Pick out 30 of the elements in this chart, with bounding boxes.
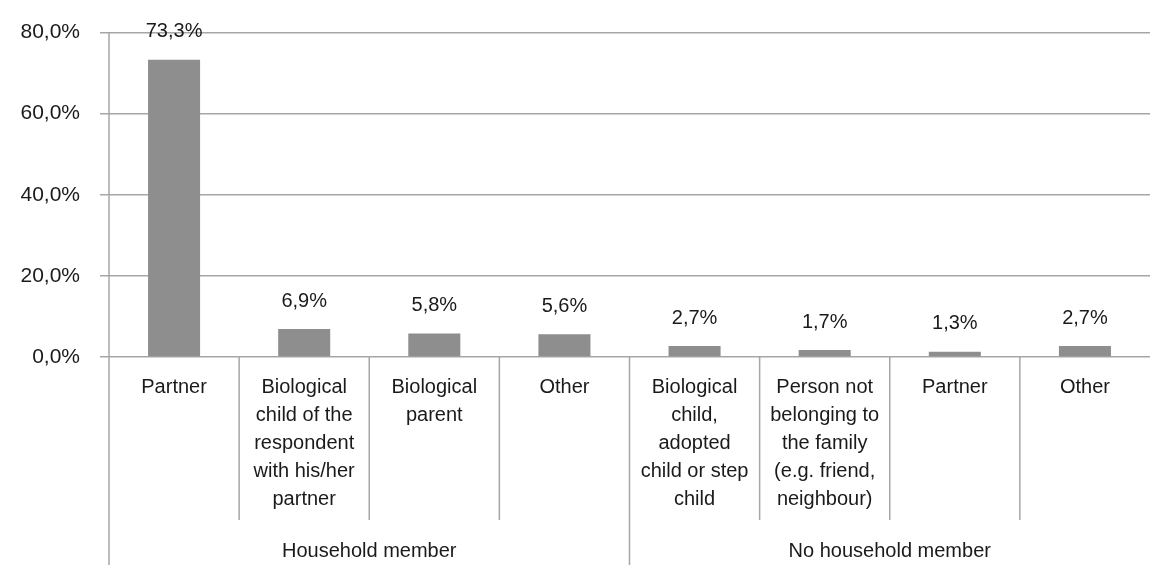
x-tick-label: Biological parent: [391, 374, 478, 425]
y-tick-label: 0,0%: [32, 343, 80, 367]
x-tick-label: Other: [539, 374, 590, 397]
bar: [278, 329, 331, 357]
y-tick-label: 40,0%: [20, 181, 80, 205]
x-tick-label: Other: [1059, 374, 1111, 397]
text: No household member: [788, 538, 992, 561]
data-label: 5,6%: [541, 293, 588, 316]
bar: [408, 333, 461, 357]
data-label: 5,8%: [411, 293, 458, 315]
bar: [148, 59, 201, 357]
x-tick-label: Partner: [141, 374, 208, 397]
bar: [1058, 346, 1111, 357]
x-tick-label: Biological child of the respondent with his/her partner: [252, 374, 356, 509]
bar: [538, 334, 591, 357]
data-label: 73,3%: [145, 19, 203, 42]
bar: [798, 350, 851, 357]
text: Household member: [281, 538, 457, 561]
data-label: 1,3%: [932, 311, 978, 334]
y-tick-label: 20,0%: [20, 262, 80, 286]
x-tick-label: Partner: [922, 374, 988, 397]
data-label: 1,7%: [801, 309, 848, 332]
data-label: 2,7%: [671, 305, 718, 328]
x-tick-label: Person not belonging to the family (e.g. friend, neighbour): [770, 374, 880, 509]
x-tick-label: Biological child, adopted child or step child: [640, 374, 749, 509]
y-tick-label: 80,0%: [20, 19, 80, 43]
data-label: 2,7%: [1062, 305, 1108, 328]
y-tick-label: 60,0%: [20, 100, 80, 124]
data-label: 6,9%: [281, 288, 328, 311]
bar: [668, 346, 721, 357]
